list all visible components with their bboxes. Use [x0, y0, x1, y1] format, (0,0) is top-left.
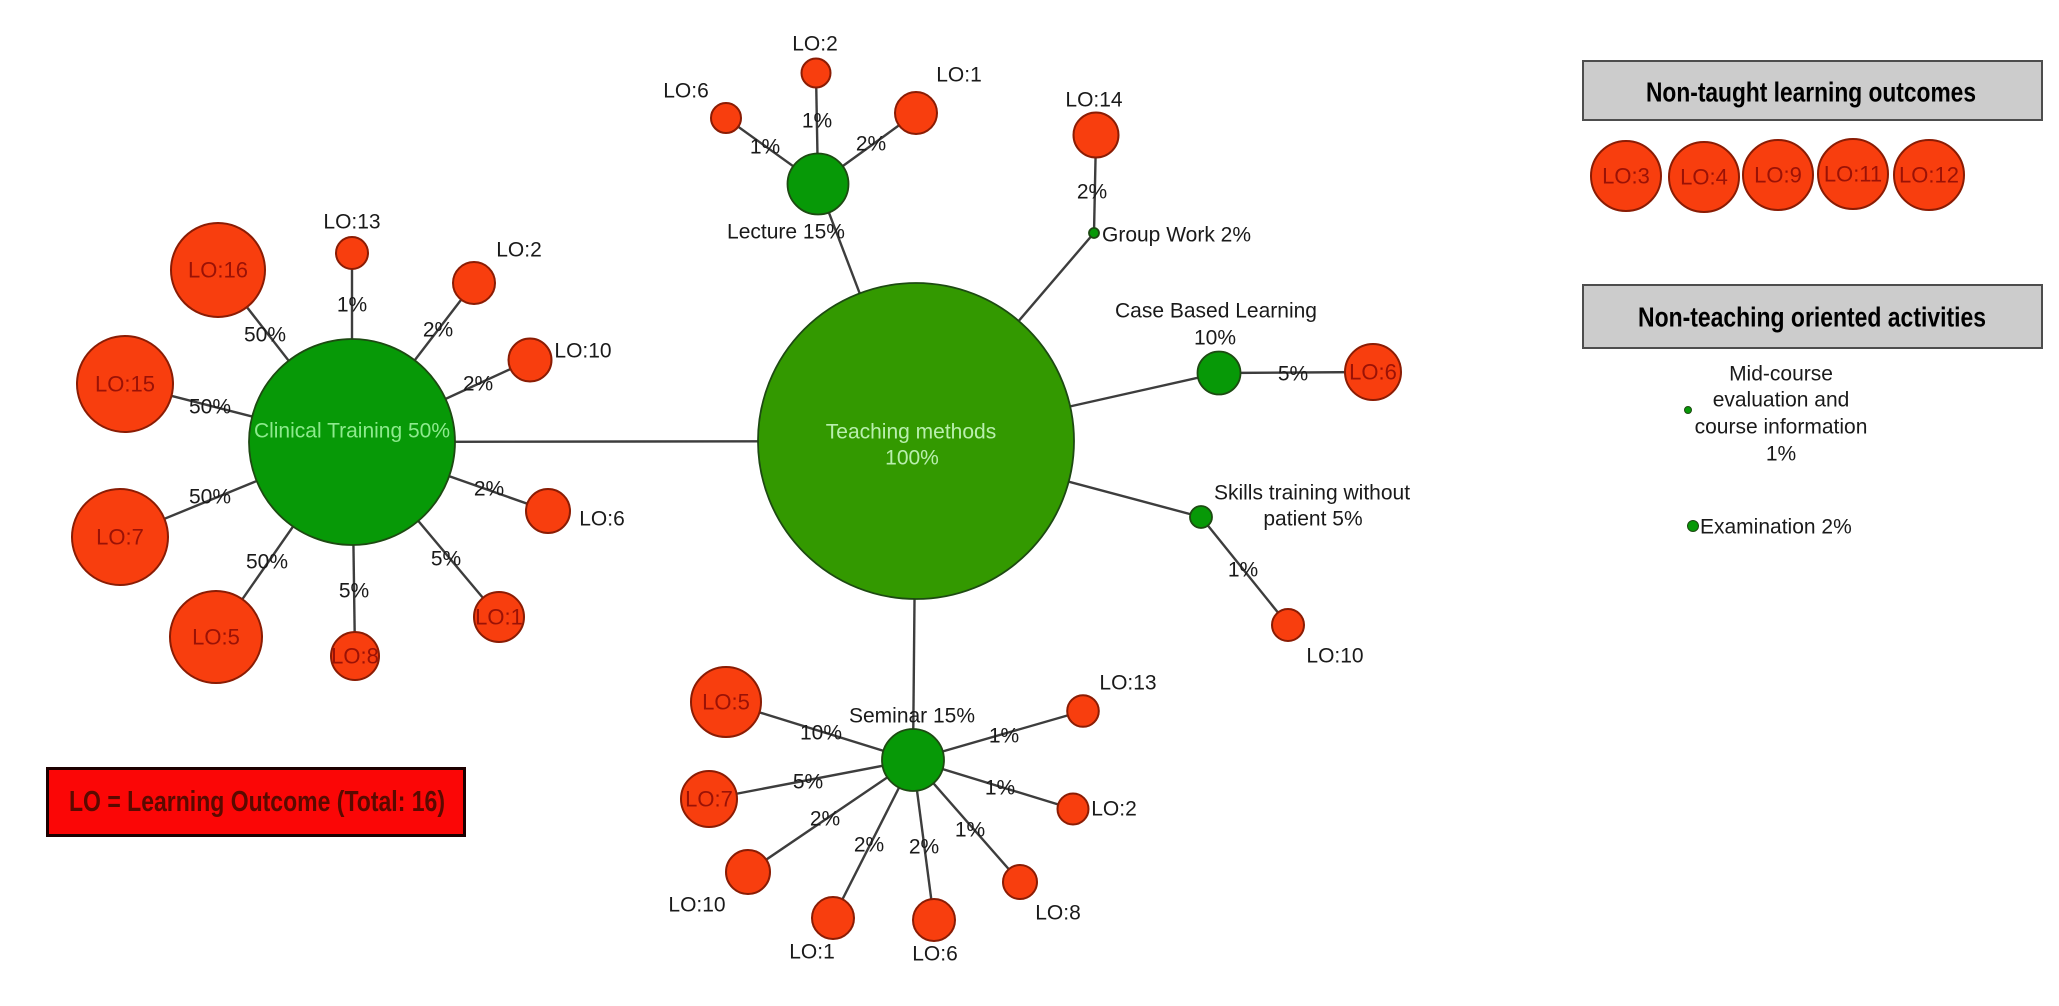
svg-text:1%: 1%	[989, 725, 1019, 748]
svg-text:5%: 5%	[339, 580, 369, 603]
svg-text:LO:1: LO:1	[936, 64, 982, 87]
svg-text:LO:7: LO:7	[685, 787, 733, 812]
svg-text:50%: 50%	[246, 551, 288, 574]
svg-text:LO:6: LO:6	[912, 943, 958, 966]
svg-text:10%: 10%	[800, 722, 842, 745]
svg-text:LO:12: LO:12	[1899, 163, 1959, 188]
svg-text:LO:6: LO:6	[663, 80, 709, 103]
svg-text:2%: 2%	[474, 478, 504, 501]
svg-text:LO:2: LO:2	[1091, 798, 1137, 821]
svg-text:Non-taught learning outcomes: Non-taught learning outcomes	[1646, 77, 1976, 108]
svg-text:LO:6: LO:6	[1349, 360, 1397, 385]
svg-text:LO:10: LO:10	[1306, 645, 1363, 668]
svg-text:LO:8: LO:8	[1035, 902, 1081, 925]
svg-text:5%: 5%	[431, 548, 461, 571]
svg-text:2%: 2%	[856, 133, 886, 156]
svg-text:LO:1: LO:1	[789, 941, 835, 964]
svg-text:LO:3: LO:3	[1602, 164, 1650, 189]
svg-text:Clinical Training 50%: Clinical Training 50%	[254, 420, 450, 443]
svg-text:1%: 1%	[337, 294, 367, 317]
svg-text:LO:15: LO:15	[95, 372, 155, 397]
svg-text:LO:5: LO:5	[702, 690, 750, 715]
svg-text:2%: 2%	[423, 319, 453, 342]
svg-text:2%: 2%	[909, 836, 939, 859]
svg-text:Seminar 15%: Seminar 15%	[849, 705, 975, 728]
svg-text:LO:14: LO:14	[1065, 89, 1123, 112]
svg-text:50%: 50%	[189, 396, 231, 419]
svg-text:2%: 2%	[463, 373, 493, 396]
svg-text:LO:11: LO:11	[1824, 162, 1882, 187]
svg-text:LO:4: LO:4	[1680, 165, 1728, 190]
svg-text:Mid-course: Mid-course	[1729, 363, 1833, 386]
svg-text:1%: 1%	[955, 819, 985, 842]
svg-text:LO:10: LO:10	[668, 894, 725, 917]
svg-text:LO:13: LO:13	[323, 211, 380, 234]
svg-text:2%: 2%	[854, 834, 884, 857]
svg-text:50%: 50%	[189, 486, 231, 509]
svg-text:LO:9: LO:9	[1754, 163, 1802, 188]
svg-text:LO:5: LO:5	[192, 625, 240, 650]
svg-text:Lecture 15%: Lecture 15%	[727, 221, 845, 244]
svg-text:evaluation and: evaluation and	[1713, 389, 1850, 412]
svg-text:50%: 50%	[244, 324, 286, 347]
svg-text:LO:13: LO:13	[1099, 672, 1156, 695]
svg-text:LO:7: LO:7	[96, 525, 144, 550]
svg-text:Teaching methods: Teaching methods	[826, 421, 996, 444]
svg-text:LO:2: LO:2	[792, 33, 838, 56]
svg-text:1%: 1%	[985, 777, 1015, 800]
svg-text:1%: 1%	[1228, 559, 1258, 582]
svg-text:LO:2: LO:2	[496, 239, 542, 262]
svg-text:LO:10: LO:10	[554, 340, 611, 363]
svg-text:Examination 2%: Examination 2%	[1700, 516, 1852, 539]
svg-text:1%: 1%	[1766, 443, 1796, 466]
svg-text:2%: 2%	[1077, 181, 1107, 204]
svg-text:Skills training without: Skills training without	[1214, 482, 1410, 505]
svg-text:5%: 5%	[1278, 363, 1308, 386]
svg-text:1%: 1%	[802, 110, 832, 133]
svg-text:100%: 100%	[885, 447, 939, 470]
svg-text:LO:16: LO:16	[188, 258, 248, 283]
svg-text:LO = Learning Outcome (Total:: LO = Learning Outcome (Total: 16)	[69, 786, 445, 818]
svg-text:LO:6: LO:6	[579, 508, 625, 531]
svg-text:2%: 2%	[810, 808, 840, 831]
svg-text:LO:1: LO:1	[475, 605, 523, 630]
svg-text:5%: 5%	[793, 771, 823, 794]
svg-text:LO:8: LO:8	[331, 644, 379, 669]
svg-text:1%: 1%	[750, 136, 780, 159]
svg-text:10%: 10%	[1194, 327, 1236, 350]
svg-text:Non-teaching oriented activiti: Non-teaching oriented activities	[1638, 302, 1986, 333]
svg-text:Case Based Learning: Case Based Learning	[1115, 300, 1317, 323]
svg-text:patient 5%: patient 5%	[1263, 508, 1362, 531]
svg-text:course information: course information	[1695, 416, 1868, 439]
svg-text:Group Work 2%: Group Work 2%	[1102, 224, 1251, 247]
